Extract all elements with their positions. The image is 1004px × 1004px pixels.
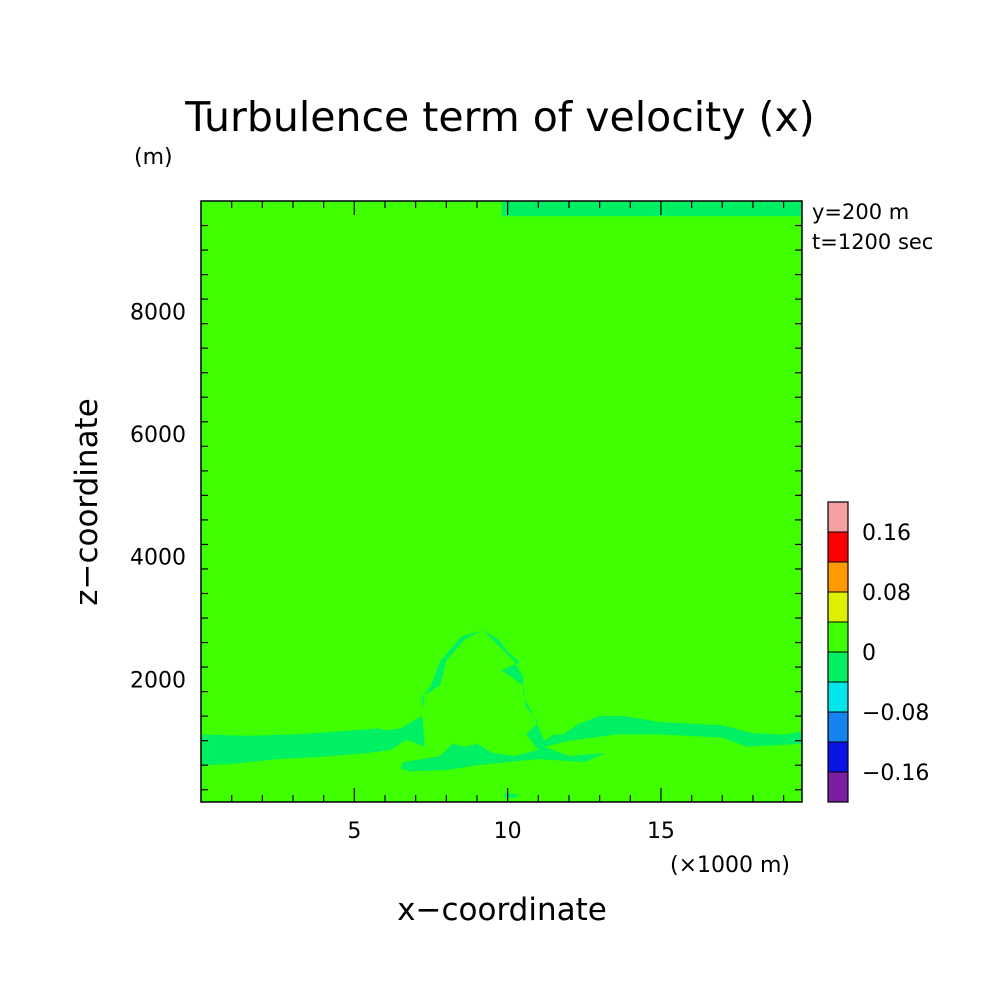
colorbar-tick-label: 0 xyxy=(862,641,876,666)
colorbar-segment xyxy=(828,502,848,532)
x-tick-label: 10 xyxy=(494,819,522,844)
colorbar-segment xyxy=(828,742,848,772)
colorbar-segment xyxy=(828,682,848,712)
x-unit-label: (×1000 m) xyxy=(670,853,790,878)
colorbar-tick-label: −0.16 xyxy=(862,761,929,786)
colorbar-segment xyxy=(828,562,848,592)
colorbar-segment xyxy=(828,772,848,802)
colorbar-segment xyxy=(828,622,848,652)
annotation-t: t=1200 sec xyxy=(812,230,933,254)
colorbar: −0.16 −0.08 0 0.08 0.16 xyxy=(827,501,929,803)
x-axis-label: x−coordinate xyxy=(397,892,607,928)
colorbar-segment xyxy=(828,652,848,682)
annotations: y=200 m t=1200 sec xyxy=(812,200,933,254)
y-axis-ticks: 2000 4000 6000 8000 xyxy=(130,300,186,693)
y-tick-label: 6000 xyxy=(130,423,186,448)
colorbar-tick-label: 0.16 xyxy=(862,521,911,546)
contour-background xyxy=(201,201,802,802)
colorbar-tick-label: −0.08 xyxy=(862,701,929,726)
y-axis-label: z−coordinate xyxy=(69,398,105,606)
contour-region-1 xyxy=(201,630,802,772)
y-tick-label: 2000 xyxy=(130,668,186,693)
contour-region-2 xyxy=(504,792,520,799)
y-tick-label: 8000 xyxy=(130,300,186,325)
plot-frame xyxy=(200,200,803,803)
annotation-y: y=200 m xyxy=(812,200,909,224)
z-unit-label: (m) xyxy=(134,145,173,170)
x-tick-label: 15 xyxy=(647,819,675,844)
y-tick-label: 4000 xyxy=(130,546,186,571)
colorbar-segment xyxy=(828,592,848,622)
plot-area xyxy=(200,200,803,803)
colorbar-segment xyxy=(828,712,848,742)
chart-title: Turbulence term of velocity (x) xyxy=(184,93,815,141)
x-axis-ticks: 5 10 15 xyxy=(347,819,675,844)
x-tick-label: 5 xyxy=(347,819,361,844)
contour-region-0 xyxy=(501,201,802,217)
colorbar-tick-label: 0.08 xyxy=(862,581,911,606)
colorbar-segment xyxy=(828,532,848,562)
colorbar-frame xyxy=(827,501,849,803)
